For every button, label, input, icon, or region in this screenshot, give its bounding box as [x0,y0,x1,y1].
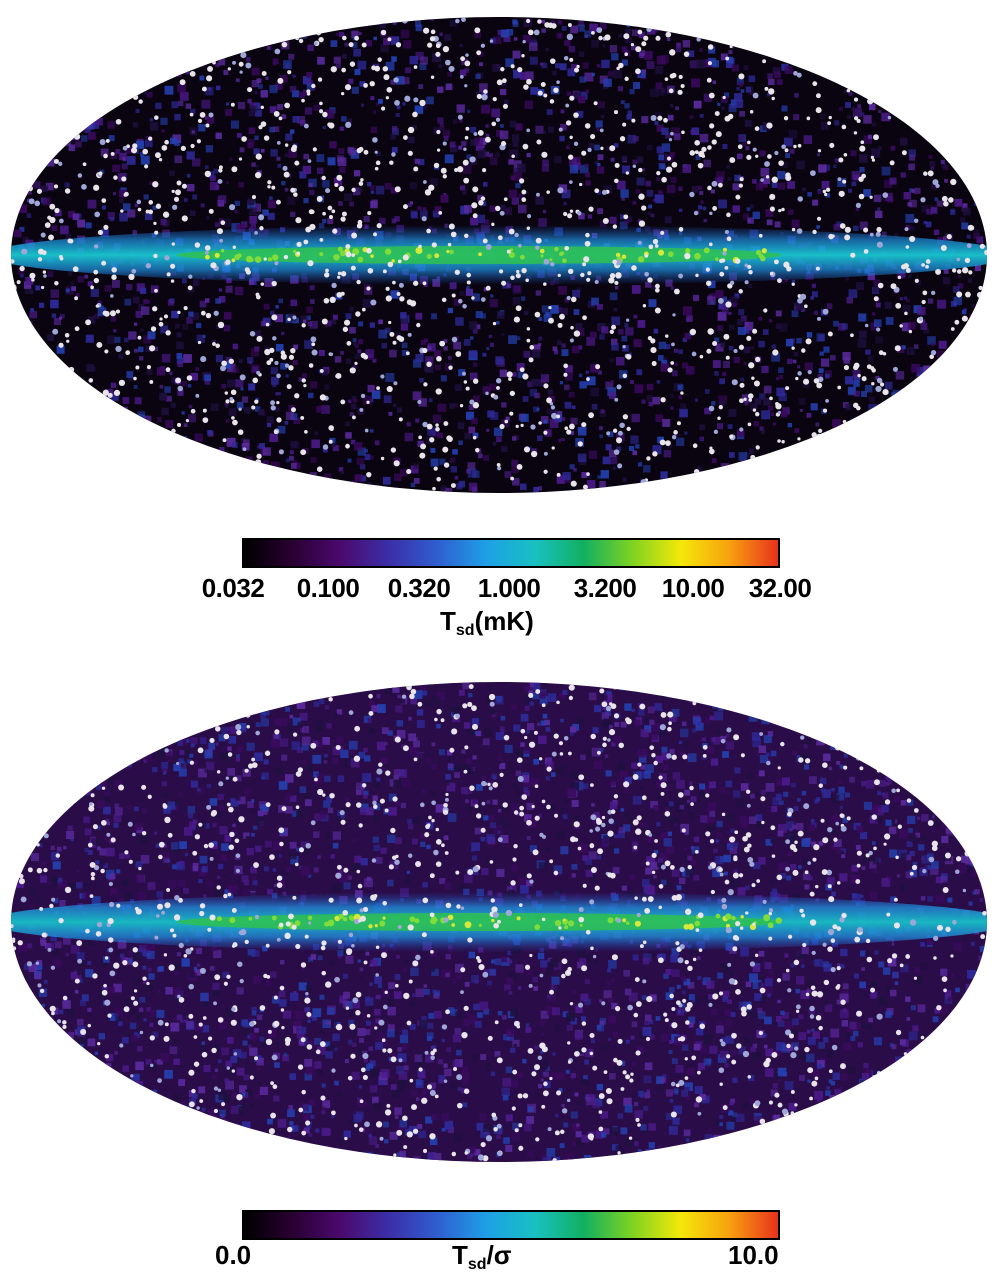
tick-label: 1.000 [477,573,541,603]
snr-colorbar [242,1210,780,1240]
snr-sky-map [11,682,987,1162]
tick-label: 0.320 [387,573,451,603]
tick-label: 10.00 [661,573,725,603]
snr-colorbar-max: 10.0 [728,1240,779,1270]
bottom-panel: 0.0 Tsd/σ 10.0 [0,670,999,1274]
snr-colorbar-min: 0.0 [215,1240,252,1270]
tsd-colorbar [242,538,780,568]
tick-label: 0.032 [201,573,265,603]
tsd-colorbar-ticks: 0.032 0.100 0.320 1.000 3.200 10.00 32.0… [0,573,999,605]
tick-label: 3.200 [573,573,637,603]
snr-colorbar-label: Tsd/σ [452,1240,512,1273]
tsd-colorbar-label: Tsd(mK) [440,606,534,639]
top-panel: 0.032 0.100 0.320 1.000 3.200 10.00 32.0… [0,17,999,639]
tick-label: 32.00 [748,573,812,603]
tick-label: 0.100 [296,573,360,603]
tsd-sky-map [11,17,987,493]
